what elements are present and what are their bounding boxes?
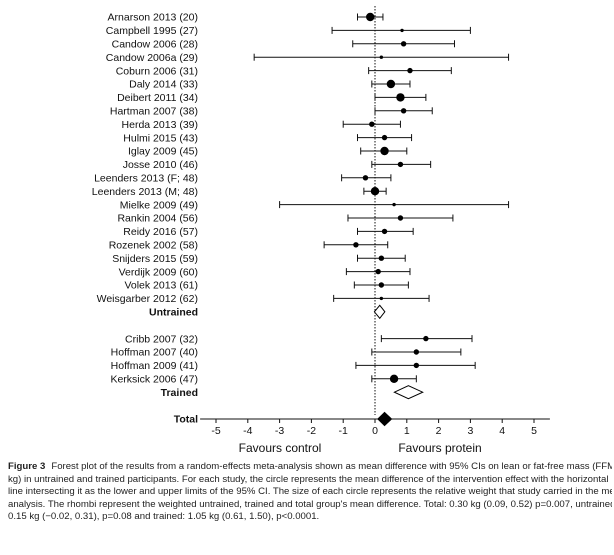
study-rows: Arnarson 2013 (20)Campbell 1995 (27) Cand… <box>92 12 510 427</box>
effect-point <box>378 282 385 288</box>
favours-protein-label: Favours protein <box>398 441 481 455</box>
study-label: Campbell 1995 (27) <box>106 25 198 37</box>
study-label: Candow 2006a (29) <box>106 52 198 64</box>
caption-line-3: line intersecting it as the lower and up… <box>8 486 612 498</box>
x-axis: -5 -4 -3 -2 -1 0 1 2 3 4 5 <box>200 6 550 437</box>
effect-point <box>369 121 375 127</box>
study-label: Josse 2010 (46) <box>123 159 198 171</box>
effect-point <box>379 55 384 59</box>
study-label: Daly 2014 (33) <box>129 79 198 91</box>
summary-label: Total <box>174 414 198 426</box>
study-label: Mielke 2009 (49) <box>120 199 198 211</box>
x-tick-label: 4 <box>499 425 505 437</box>
x-tick-label: -4 <box>243 425 252 437</box>
study-label: Rankin 2004 (56) <box>117 213 198 225</box>
effect-point <box>386 79 396 89</box>
effect-point <box>392 202 396 207</box>
effect-point <box>413 362 420 369</box>
effect-point <box>378 255 385 261</box>
x-tick-label: 2 <box>436 425 442 437</box>
summary-label: Untrained <box>149 307 198 319</box>
study-label: Hartman 2007 (38) <box>110 106 198 118</box>
study-label: Hoffman 2007 (40) <box>111 347 198 359</box>
study-label: Verdijk 2009 (60) <box>119 266 198 278</box>
study-label: Rozenek 2002 (58) <box>109 240 198 252</box>
study-label: Herda 2013 (39) <box>122 119 198 131</box>
effect-point <box>423 335 429 342</box>
forest-plot: -5 -4 -3 -2 -1 0 1 2 3 4 5 Arnarson 2013 (20)Campb… <box>92 6 550 455</box>
study-label: Hoffman 2009 (41) <box>111 360 198 372</box>
x-tick-label: 1 <box>404 425 410 437</box>
summary-diamond <box>377 411 393 427</box>
figure-number: Figure 3 <box>8 461 46 472</box>
caption-line-1: Figure 3 Forest plot of the results from … <box>8 461 612 474</box>
effect-point <box>413 349 420 355</box>
effect-point <box>379 296 384 301</box>
effect-point <box>353 242 359 248</box>
effect-point <box>407 67 413 74</box>
effect-point <box>397 161 404 168</box>
caption-text-1: Forest plot of the results from a random… <box>51 461 612 472</box>
summary-label: Trained <box>161 387 198 399</box>
study-label: Iglay 2009 (45) <box>128 146 198 158</box>
x-tick-label: -2 <box>307 425 316 437</box>
study-label: Kerksick 2006 (47) <box>110 374 198 386</box>
x-tick-label: 5 <box>531 425 537 437</box>
study-label: Weisgarber 2012 (62) <box>97 293 198 305</box>
study-label: Coburn 2006 (31) <box>116 65 198 77</box>
caption-line-5: 0.15 kg (−0.02, 0.31), p=0.08 and traine… <box>8 511 320 523</box>
effect-point <box>381 228 388 235</box>
effect-point <box>400 108 407 114</box>
x-tick-label: -3 <box>275 425 284 437</box>
x-tick-label: 3 <box>467 425 473 437</box>
study-label: Cribb 2007 (32) <box>125 333 198 345</box>
summary-diamond <box>373 304 386 320</box>
study-label: Candow 2006 (28) <box>112 39 198 51</box>
effect-point <box>381 134 388 141</box>
x-tick-label: -1 <box>339 425 348 437</box>
effect-point <box>366 12 375 22</box>
study-label: Hulmi 2015 (43) <box>123 132 198 144</box>
effect-point <box>400 28 404 33</box>
effect-point <box>389 374 399 383</box>
study-label: Reidy 2016 (57) <box>123 226 198 238</box>
caption-line-4: analysis. The rhombi represent the weigh… <box>8 498 612 510</box>
effect-point <box>400 41 407 47</box>
study-label: Deibert 2011 (34) <box>117 92 198 104</box>
study-label: Snijders 2015 (59) <box>112 253 198 265</box>
effect-point <box>396 93 405 102</box>
study-label: Volek 2013 (61) <box>124 280 198 292</box>
effect-point <box>362 175 369 181</box>
effect-point <box>397 215 404 221</box>
figure-caption: Figure 3 Forest plot of the results from … <box>8 461 612 524</box>
study-label: Leenders 2013 (M; 48) <box>92 186 198 198</box>
effect-point <box>375 268 381 275</box>
x-tick-label: 0 <box>372 425 378 437</box>
favours-control-label: Favours control <box>239 441 322 455</box>
x-tick-label: -5 <box>211 425 220 437</box>
summary-diamond <box>393 385 424 400</box>
study-label: Leenders 2013 (F; 48) <box>94 173 198 185</box>
study-label: Arnarson 2013 (20) <box>108 12 198 24</box>
caption-line-2: kg) in untrained and trained participant… <box>8 473 609 485</box>
effect-point <box>380 146 389 156</box>
effect-point <box>370 187 380 196</box>
